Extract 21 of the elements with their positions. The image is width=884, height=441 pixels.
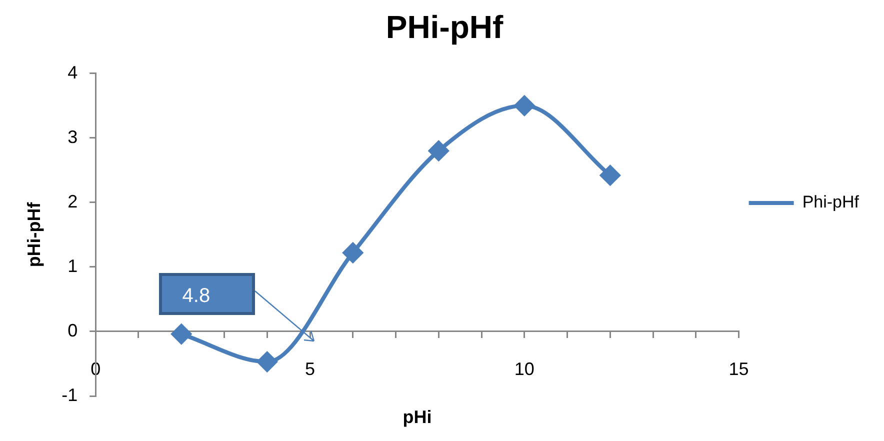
- point: [171, 324, 192, 344]
- point: [514, 96, 534, 116]
- point: [257, 352, 278, 372]
- y-tick-label: 3: [68, 126, 78, 147]
- x-tick-label: 15: [728, 359, 749, 380]
- chart-title: PHi-pHf: [386, 9, 504, 46]
- y-tick-label: 4: [68, 62, 78, 82]
- annotation: 4.8: [182, 285, 210, 308]
- legend-label: Phi-pHf: [802, 192, 860, 212]
- x-tick-label: 5: [305, 359, 316, 380]
- y-tick-label: 0: [68, 320, 78, 340]
- x-tick-label: 10: [514, 359, 534, 380]
- y-tick-label: 1: [68, 256, 78, 276]
- callout-box: 4.8: [159, 273, 256, 316]
- y-tick-label: 2: [68, 191, 78, 212]
- y-axis-title: pHi-pHf: [24, 201, 44, 268]
- point: [600, 165, 620, 186]
- x-axis-title: pHi: [402, 406, 432, 427]
- point: [428, 140, 449, 161]
- point: [342, 242, 363, 263]
- y-tick-label: -1: [62, 384, 78, 405]
